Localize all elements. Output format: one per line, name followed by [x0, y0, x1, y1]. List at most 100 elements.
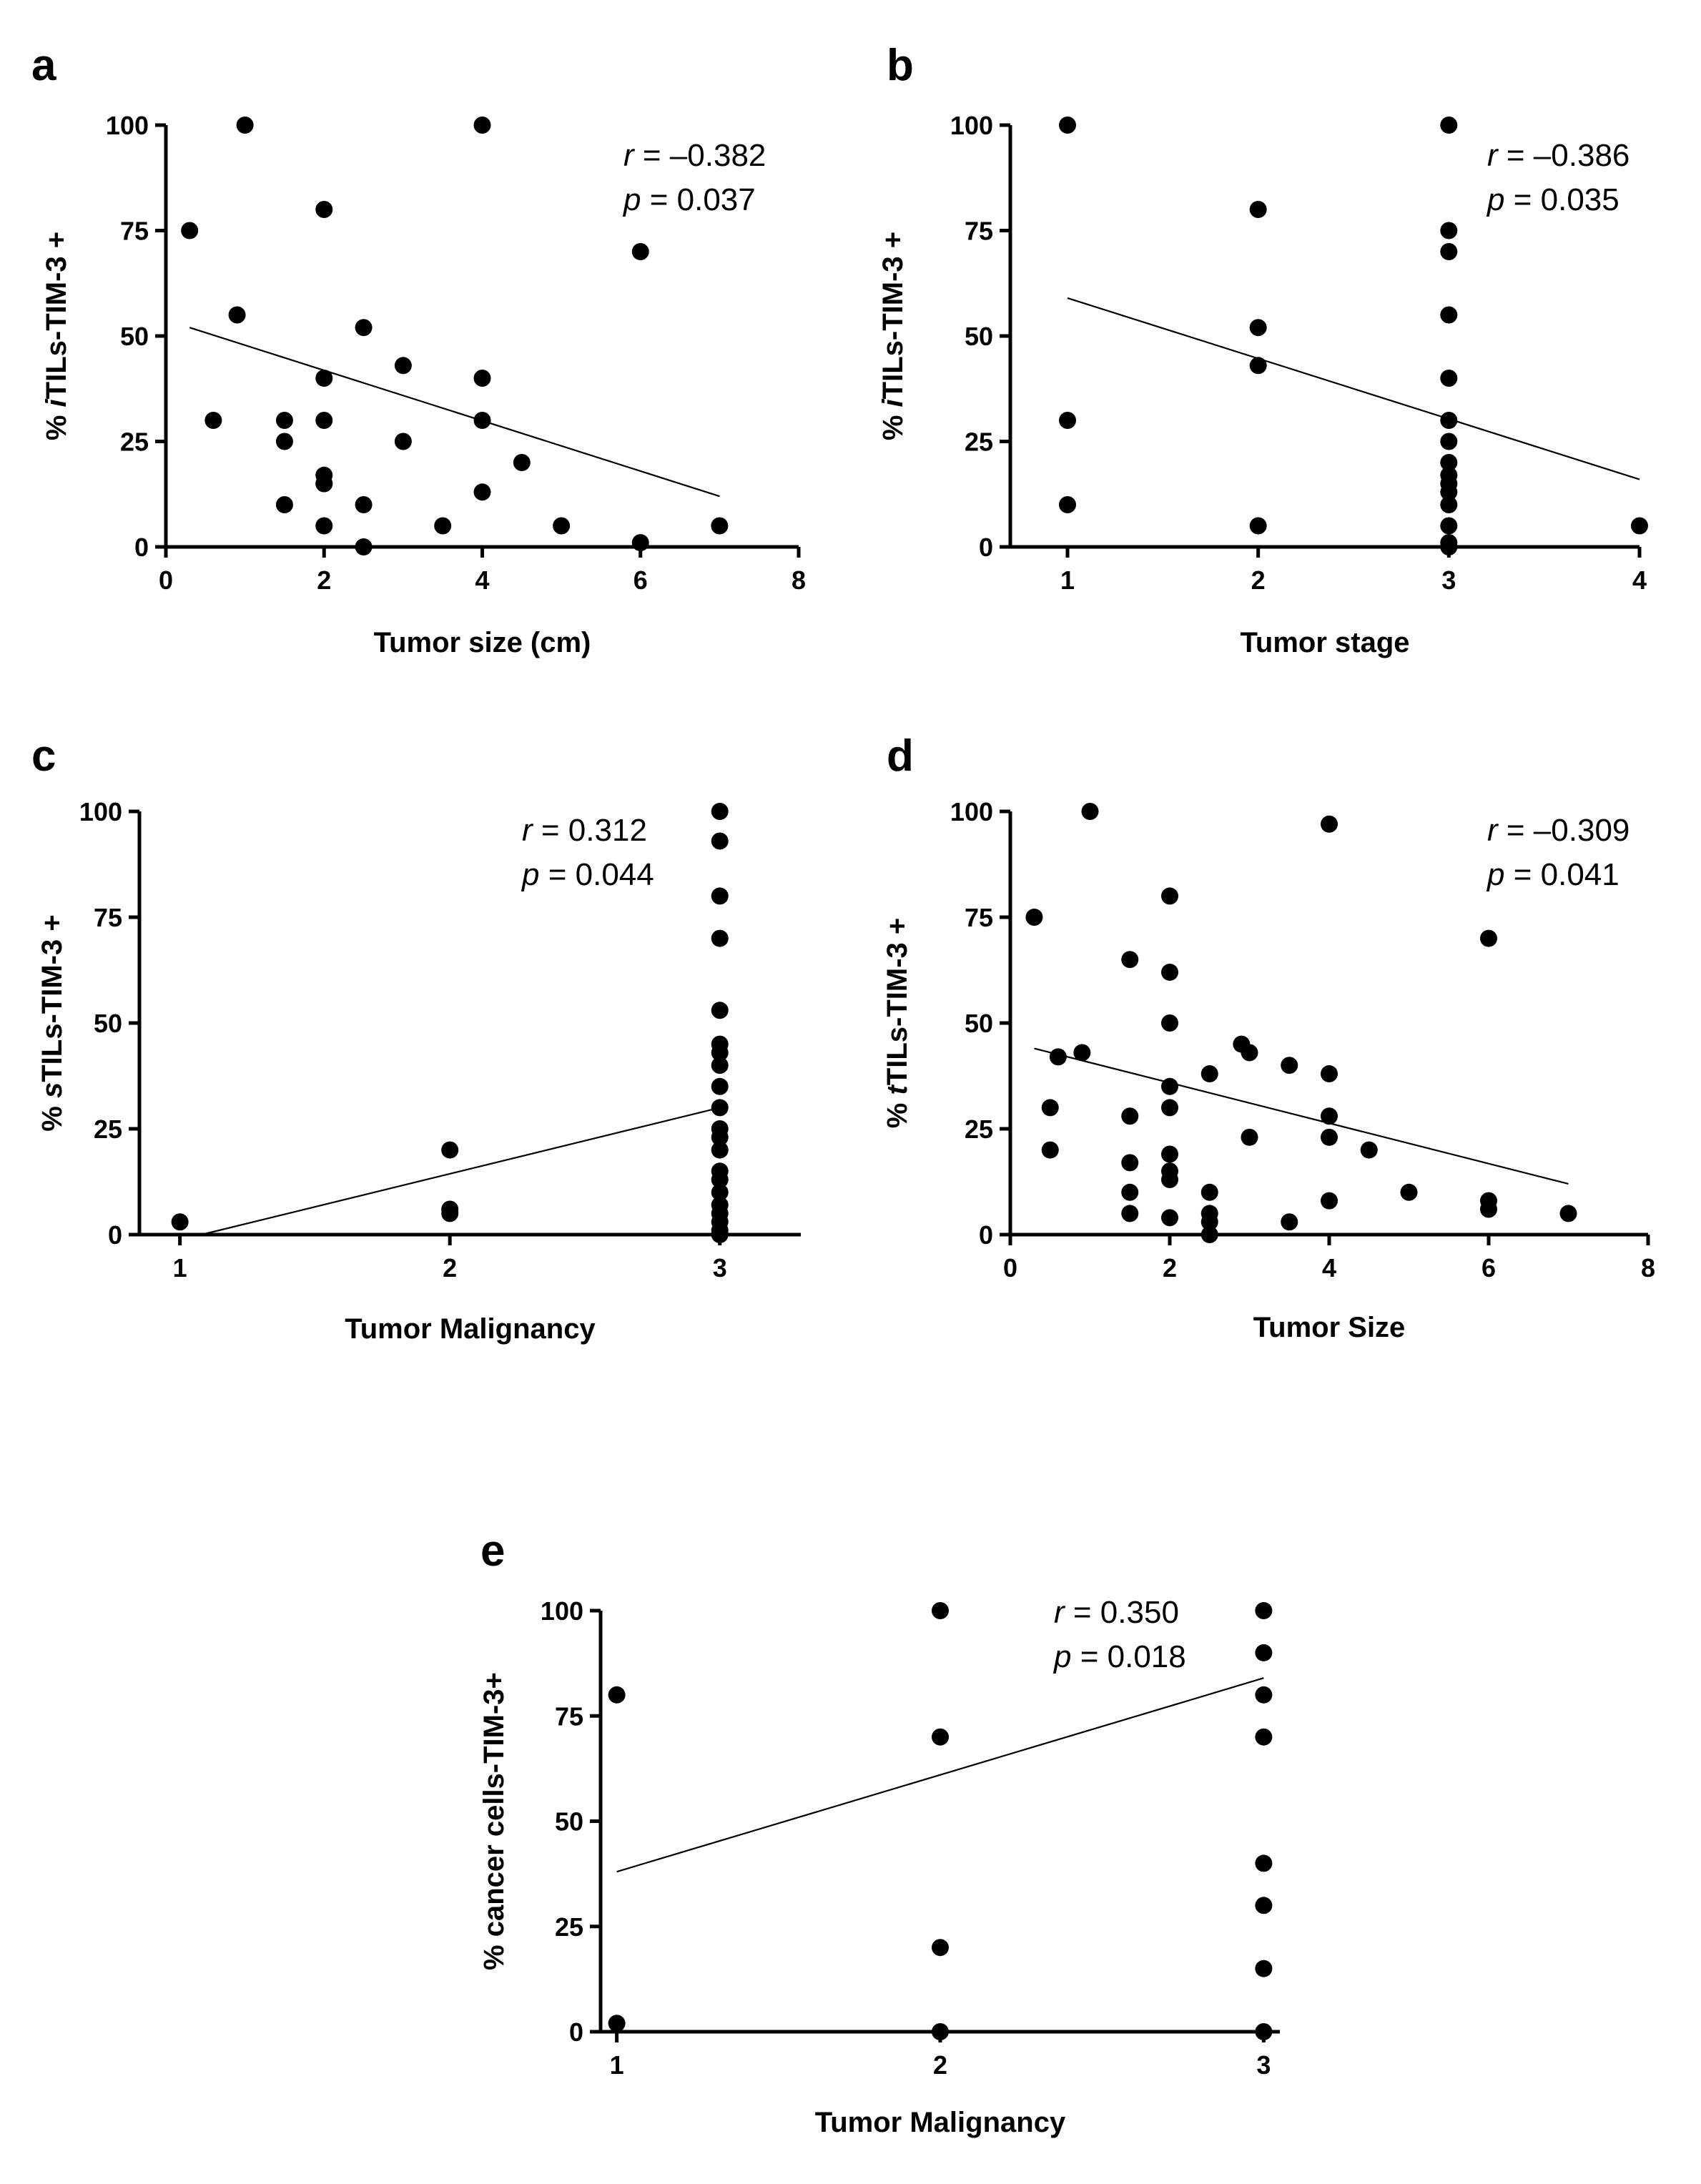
- y-tick-label: 100: [950, 797, 993, 826]
- x-tick-label: 3: [1256, 2050, 1271, 2080]
- r-text: = –0.386: [1498, 138, 1630, 173]
- data-point: [1321, 1192, 1338, 1210]
- x-tick-label: 3: [713, 1253, 727, 1283]
- data-point: [1440, 243, 1458, 260]
- panel-letter: b: [887, 41, 914, 90]
- data-point: [513, 454, 531, 471]
- data-point: [1480, 1200, 1497, 1218]
- data-point: [1631, 517, 1648, 535]
- data-point: [355, 496, 373, 513]
- data-point: [1081, 803, 1099, 820]
- data-point: [711, 1226, 729, 1243]
- y-tick-label: 100: [541, 1596, 583, 1626]
- y-tick-label: 100: [106, 111, 149, 140]
- data-point: [315, 475, 333, 493]
- x-tick-label: 8: [792, 565, 806, 595]
- r-value: r = 0.312: [522, 813, 647, 848]
- r-symbol: r: [1487, 138, 1499, 173]
- data-point: [1281, 1057, 1298, 1074]
- x-tick-label: 4: [1322, 1253, 1336, 1283]
- data-point: [932, 2023, 949, 2040]
- p-value: p = 0.044: [521, 857, 654, 892]
- data-point: [473, 412, 491, 429]
- data-point: [1255, 1602, 1273, 1619]
- data-point: [1440, 517, 1458, 535]
- y-axis-label: % iTILs-TIM-3 +: [877, 232, 909, 440]
- r-value: r = –0.382: [623, 138, 766, 173]
- x-axis-label: Tumor size (cm): [374, 627, 591, 658]
- y-tick-label: 50: [555, 1807, 583, 1837]
- y-tick-label: 0: [979, 533, 993, 562]
- y-axis-label: % sTILs-TIM-3 +: [36, 914, 68, 1131]
- y-tick-label: 0: [134, 533, 149, 562]
- data-point: [1161, 887, 1178, 905]
- data-point: [1360, 1141, 1378, 1159]
- x-tick-label: 2: [1251, 565, 1266, 595]
- data-point: [315, 201, 333, 218]
- data-point: [275, 412, 293, 429]
- r-value: r = –0.309: [1487, 813, 1629, 848]
- data-point: [932, 1728, 949, 1746]
- panel-letter: d: [887, 731, 914, 781]
- data-point: [1559, 1205, 1577, 1222]
- y-axis-label-suffix: TILs-TIM-3 +: [36, 914, 68, 1082]
- x-axis-label: Tumor Malignancy: [345, 1313, 596, 1345]
- r-text: = 0.350: [1065, 1595, 1179, 1630]
- x-tick-label: 3: [1441, 565, 1456, 595]
- y-axis-label-italic: i: [41, 398, 72, 407]
- y-axis-label-italic: i: [877, 398, 909, 407]
- y-axis-label-prefix: % cancer cells-TIM-3+: [478, 1672, 510, 1970]
- data-point: [1025, 909, 1043, 926]
- data-point: [1440, 538, 1458, 555]
- r-symbol: r: [522, 813, 534, 848]
- data-point: [441, 1141, 459, 1159]
- y-axis-label-prefix: %: [877, 407, 909, 440]
- regression-line: [189, 327, 720, 498]
- data-point: [315, 412, 333, 429]
- data-point: [1200, 1183, 1218, 1201]
- data-point: [441, 1205, 459, 1222]
- x-tick-label: 2: [1163, 1253, 1177, 1283]
- data-point: [1440, 412, 1458, 429]
- data-point: [315, 370, 333, 387]
- y-axis-label-prefix: %: [882, 1095, 913, 1129]
- data-point: [1440, 483, 1458, 501]
- data-point: [1255, 1644, 1273, 1661]
- r-text: = –0.382: [634, 138, 766, 173]
- x-tick-label: 1: [173, 1253, 187, 1283]
- data-point: [932, 1939, 949, 1957]
- data-point: [228, 306, 246, 324]
- y-tick-label: 50: [120, 322, 149, 351]
- r-text: = 0.312: [533, 813, 647, 848]
- data-point: [1249, 319, 1267, 337]
- x-tick-label: 2: [317, 565, 331, 595]
- p-symbol: p: [1486, 182, 1504, 217]
- r-value: r = –0.386: [1487, 138, 1629, 173]
- y-tick-label: 75: [965, 903, 993, 932]
- x-axis-label: Tumor Size: [1253, 1312, 1406, 1343]
- data-point: [1255, 1960, 1273, 1977]
- data-point: [711, 1183, 729, 1201]
- p-symbol: p: [1486, 857, 1504, 892]
- data-point: [1321, 815, 1338, 833]
- data-point: [608, 1686, 626, 1704]
- data-point: [275, 433, 293, 450]
- data-point: [1161, 1077, 1178, 1095]
- data-point: [275, 496, 293, 513]
- y-tick-label: 25: [94, 1115, 122, 1144]
- data-point: [1121, 951, 1139, 969]
- panel-e: e 1 2 3 0 25 50 75 100 Tumor Malignancy % cancer c…: [478, 1526, 1280, 2138]
- x-tick-label: 1: [610, 2050, 624, 2080]
- data-point: [1440, 433, 1458, 450]
- data-point: [711, 803, 729, 820]
- p-text: = 0.018: [1071, 1639, 1185, 1674]
- data-point: [434, 517, 452, 535]
- data-point: [1255, 1854, 1273, 1872]
- data-point: [1440, 370, 1458, 387]
- panel-letter: e: [480, 1526, 505, 1576]
- data-point: [1041, 1141, 1059, 1159]
- data-point: [1321, 1065, 1338, 1083]
